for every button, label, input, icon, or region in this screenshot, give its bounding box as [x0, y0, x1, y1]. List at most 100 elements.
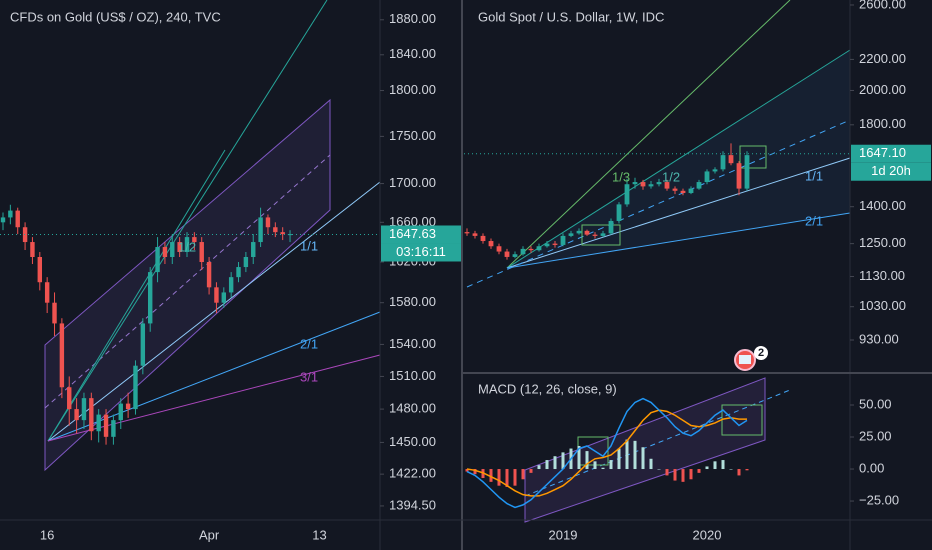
countdown-label: 03:16:11 — [396, 244, 446, 259]
candle-body — [640, 182, 646, 187]
fan-label: 1/1 — [805, 168, 823, 183]
histogram-bar — [537, 465, 541, 470]
y-tick-label: −25.00 — [859, 492, 899, 507]
histogram-bar — [665, 469, 669, 476]
candle-body — [600, 233, 606, 236]
flag-icon — [739, 355, 751, 364]
histogram-bar — [641, 447, 645, 470]
left-drawings — [44, 0, 381, 472]
y-tick-label: 1840.00 — [389, 46, 436, 61]
fan-label: 1/3 — [612, 169, 630, 184]
candle-body — [111, 420, 116, 437]
y-tick-label: 1700.00 — [389, 175, 436, 190]
histogram-bar — [561, 452, 565, 470]
candle-body — [118, 403, 123, 421]
price-label: 1647.63 — [389, 226, 436, 241]
candle-body — [568, 233, 574, 236]
chart-title: Gold Spot / U.S. Dollar, 1W, IDC — [478, 9, 664, 24]
y-tick-label: 1510.00 — [389, 368, 436, 383]
histogram-bar — [521, 469, 525, 480]
candle-body — [696, 182, 702, 189]
fan-label: 1/1 — [300, 238, 318, 253]
candle-body — [155, 247, 160, 273]
candle-body — [44, 282, 50, 303]
fan-label: 3/1 — [300, 369, 318, 384]
candle-body — [720, 155, 726, 170]
candle-body — [560, 235, 566, 245]
x-tick-label: Apr — [199, 527, 220, 542]
histogram-bar — [577, 445, 581, 470]
fan-line — [506, 157, 851, 269]
candle-body — [576, 230, 582, 234]
histogram-bar — [545, 460, 549, 470]
histogram-bar — [737, 469, 741, 476]
y-tick-label: 2000.00 — [859, 82, 906, 97]
y-tick-label: 2600.00 — [859, 0, 906, 11]
badge-count-bg — [754, 346, 768, 360]
badge-count: 2 — [758, 347, 764, 359]
price-tag — [851, 144, 931, 163]
macd-mid — [524, 389, 791, 497]
histogram-bar — [625, 439, 629, 470]
candle-body — [680, 190, 686, 194]
y-tick-label: 1422.00 — [389, 466, 436, 481]
histogram-bar — [553, 456, 557, 470]
countdown-tag — [851, 162, 931, 181]
y-tick-label: 1450.00 — [389, 434, 436, 449]
histogram-bar — [497, 469, 501, 486]
y-tick-label: 1480.00 — [389, 401, 436, 416]
histogram-bar — [713, 461, 717, 470]
candle-body — [592, 234, 598, 236]
fan-line — [506, 0, 791, 269]
candle-body — [273, 227, 278, 233]
histogram-bar — [609, 460, 613, 470]
histogram-bar — [673, 469, 677, 481]
candle-body — [8, 210, 13, 218]
histogram-bar — [649, 458, 653, 470]
histogram-bar — [465, 469, 469, 472]
macd-channel — [524, 377, 766, 523]
candle-body — [688, 188, 694, 194]
chart-title: CFDs on Gold (US$ / OZ), 240, TVC — [10, 9, 221, 24]
candle-body — [214, 287, 219, 303]
channel-mid — [44, 154, 331, 409]
candle-body — [520, 248, 526, 255]
candle-body — [243, 256, 249, 268]
candle-body — [648, 184, 654, 187]
fan-label: 2/1 — [805, 213, 823, 228]
price-tag — [381, 225, 461, 244]
histogram-bar — [529, 469, 533, 473]
candle-body — [536, 246, 542, 251]
y-tick-label: 1130.00 — [859, 268, 905, 283]
candle-body — [504, 251, 510, 257]
histogram-bar — [697, 469, 701, 473]
candle-body — [221, 292, 227, 303]
price-label: 1647.10 — [859, 145, 906, 160]
candle-body — [52, 302, 57, 324]
candle-body — [81, 398, 87, 421]
candle-body — [89, 398, 94, 432]
candle-body — [744, 155, 750, 189]
candle-body — [552, 243, 558, 245]
candle-body — [199, 242, 204, 263]
macd-line — [466, 397, 748, 509]
y-tick-label: 1250.00 — [859, 235, 906, 250]
candle-body — [632, 182, 638, 185]
candle-body — [624, 184, 630, 205]
candle-body — [664, 182, 670, 189]
candle-body — [133, 365, 138, 410]
candle-body — [59, 323, 65, 388]
candle-body — [712, 169, 718, 172]
fan-label: 1/2 — [662, 169, 680, 184]
histogram-bar — [473, 469, 477, 475]
candle-body — [147, 272, 153, 324]
signal-line — [466, 409, 747, 497]
fan-label: 2/1 — [300, 336, 318, 351]
candle-body — [162, 247, 168, 257]
candle-body — [480, 235, 486, 242]
y-tick-label: 1394.50 — [389, 497, 436, 512]
candle-body — [170, 242, 175, 257]
candle-body — [228, 277, 234, 293]
candle-body — [512, 254, 518, 257]
candle-body — [15, 210, 20, 228]
